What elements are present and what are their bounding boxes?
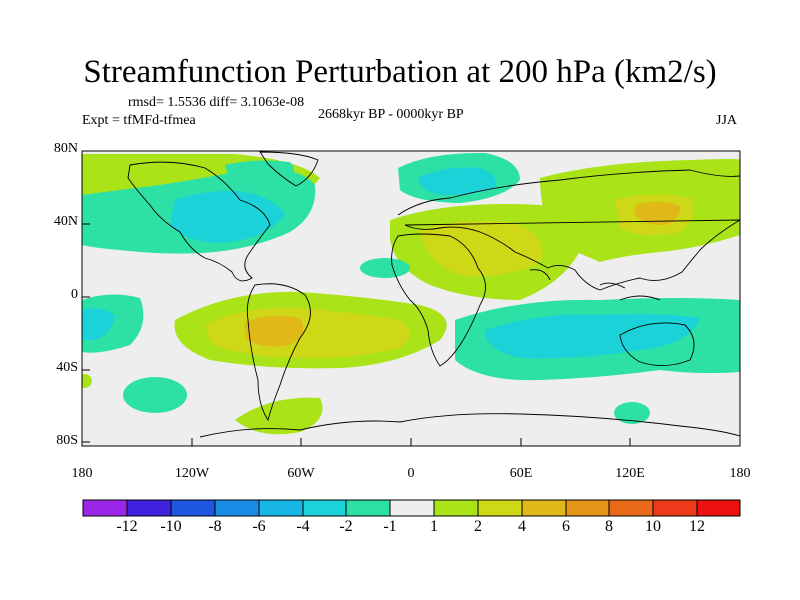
contour-minus1: [614, 402, 650, 424]
contour-1-2: [235, 397, 323, 435]
colorbar-label: -1: [383, 518, 397, 535]
coastlines: [127, 151, 740, 438]
colorbar-box: [433, 499, 479, 517]
experiment-label: Expt = tfMFd-tfmea: [82, 113, 196, 128]
coastline-islands: [529, 269, 661, 301]
contour-minus1: [225, 160, 294, 187]
colorbar-box: [652, 499, 698, 517]
coastline-antarctica: [199, 413, 740, 438]
colorbar-label: -12: [116, 518, 138, 535]
colorbar-box: [608, 499, 654, 517]
y-tick-label: 80S: [56, 433, 78, 448]
season-label: JJA: [716, 113, 738, 128]
contour-minus2: [82, 308, 115, 340]
colorbar-box: [477, 499, 523, 517]
contour-2-4: [420, 221, 543, 277]
axis-ticks: [81, 150, 741, 446]
colorbar-label: 10: [645, 518, 661, 535]
y-tick-label: 80N: [53, 141, 78, 156]
colorbar-label: -10: [160, 518, 182, 535]
colorbar-box: [521, 499, 567, 517]
colorbar-label: 4: [518, 518, 526, 535]
colorbar-box: [389, 499, 435, 517]
colorbar-label: 2: [474, 518, 482, 535]
contour-4-6: [635, 201, 681, 226]
contour-minus2: [418, 167, 496, 196]
x-tick-label: 60W: [287, 466, 315, 481]
x-tick-label: 60E: [509, 466, 533, 481]
colorbar-box: [214, 499, 260, 517]
colorbar-label: -8: [208, 518, 222, 535]
colorbar-box: [82, 499, 128, 517]
stats-text: rmsd= 1.5536 diff= 3.1063e-08: [128, 95, 305, 110]
period-label: 2668kyr BP - 0000kyr BP: [318, 107, 464, 122]
map-title: Streamfunction Perturbation at 200 hPa (…: [83, 54, 717, 90]
x-tick-label: 120W: [174, 466, 210, 481]
colorbar-box: [565, 499, 610, 517]
colorbar-label: -2: [339, 518, 353, 535]
colorbar-box: [302, 499, 347, 517]
y-tick-label: 40S: [56, 360, 78, 375]
contour-4-6: [245, 315, 304, 347]
colorbar-box: [258, 499, 304, 517]
colorbar-label: -6: [252, 518, 266, 535]
colorbar: [82, 499, 741, 517]
x-tick-label: 180: [729, 466, 751, 481]
coastline-south-america: [246, 283, 311, 422]
contour-minus1: [360, 258, 410, 278]
contour-minus2: [170, 191, 285, 243]
x-tick-label: 120E: [615, 466, 645, 481]
colorbar-box: [345, 499, 391, 517]
colorbar-label: -4: [296, 518, 310, 535]
colorbar-box: [696, 499, 741, 517]
y-tick-label: 40N: [53, 214, 78, 229]
colorbar-label: 8: [605, 518, 613, 535]
coastline-north-america: [127, 161, 271, 282]
coastline-eurasia: [397, 169, 740, 291]
contour-minus1: [123, 377, 187, 413]
y-tick-label: 0: [71, 287, 78, 302]
field-contours: [82, 151, 740, 446]
contour-1-2: [82, 374, 92, 388]
colorbar-label: 6: [562, 518, 570, 535]
coastline-australia: [619, 322, 695, 366]
x-tick-label: 0: [407, 466, 415, 481]
coastline-greenland: [259, 151, 319, 187]
x-tick-label: 180: [71, 466, 93, 481]
colorbar-box: [170, 499, 216, 517]
coastline-africa: [391, 233, 486, 367]
colorbar-label: 12: [689, 518, 705, 535]
colorbar-box: [126, 499, 172, 517]
colorbar-label: 1: [430, 518, 438, 535]
